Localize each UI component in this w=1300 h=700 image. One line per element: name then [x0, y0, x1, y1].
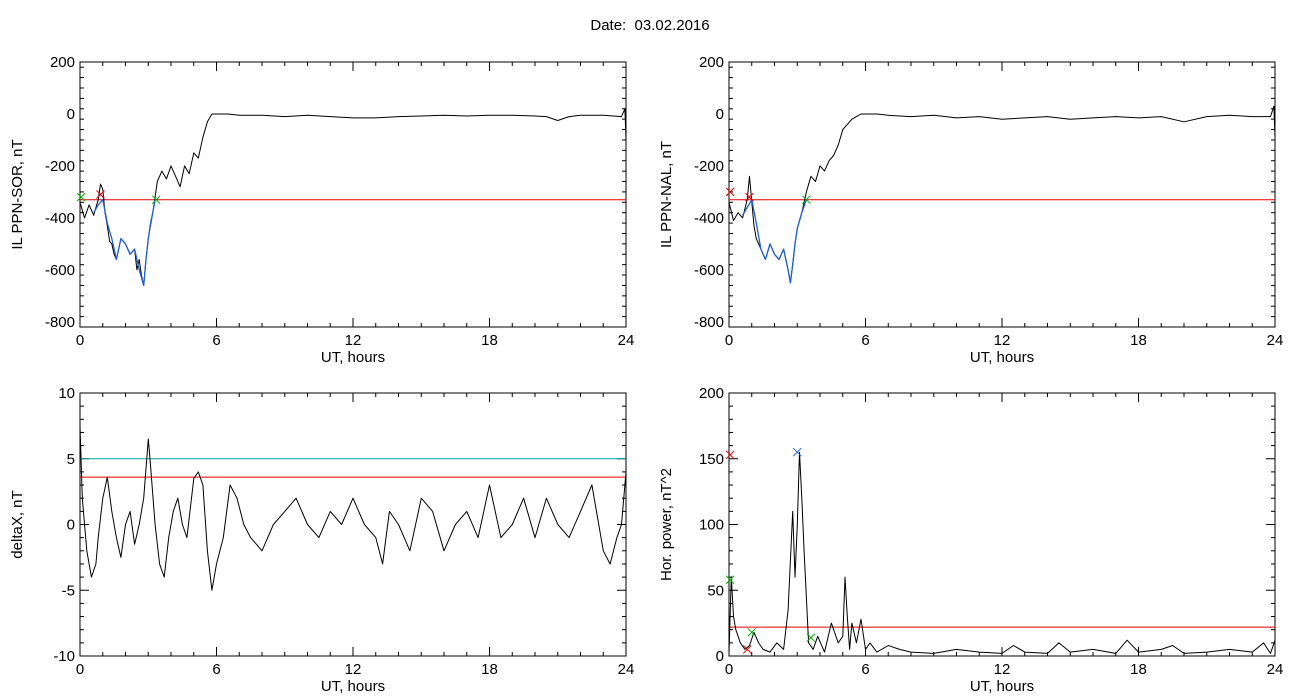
y-tick-label: -400: [45, 210, 75, 227]
y-tick-label: -200: [694, 158, 724, 175]
x-marker: [745, 192, 754, 202]
x-tick-label: 6: [861, 661, 869, 678]
plot-frame: [728, 392, 1276, 657]
x-tick-label: 12: [994, 661, 1011, 678]
y-tick-label: -200: [45, 158, 75, 175]
x-tick-label: 12: [345, 661, 362, 678]
highlight-series-line: [742, 199, 808, 284]
x-tick-label: 18: [1130, 332, 1147, 349]
y-tick-label: 5: [67, 451, 75, 468]
data-series-line: [728, 105, 1276, 284]
y-tick-label: -600: [45, 262, 75, 279]
x-marker-stroke: [151, 195, 161, 205]
y-tick-label: 150: [699, 451, 724, 468]
panel-top-right: 0 6 12 18 24 200 0 -200 -400 -600 -800 UT, hours IL …: [658, 54, 1283, 366]
highlight-series-line: [93, 199, 156, 287]
panel-bottom-left: 0 6 12 18 24 10 5 0 -5 -10 UT, hours deltaX, nT: [9, 385, 634, 695]
x-marker-stroke: [747, 627, 757, 637]
x-axis-label: UT, hours: [321, 349, 385, 366]
data-series-line: [728, 451, 1276, 654]
plot-frame: [79, 392, 627, 657]
y-axis-label: IL PPN-SOR, nT: [9, 139, 26, 249]
x-marker-stroke: [76, 192, 86, 202]
y-tick-label: 50: [707, 582, 724, 599]
y-tick-label: -10: [53, 648, 75, 665]
y-tick-label: 0: [67, 106, 75, 123]
y-tick-label: 10: [58, 385, 75, 402]
x-tick-label: 18: [481, 661, 498, 678]
y-axis-label: deltaX, nT: [9, 490, 26, 558]
panel-top-left: 0 6 12 18 24 200 0 -200 -400 -600 -800 UT, hours IL …: [9, 54, 634, 366]
y-tick-label: 0: [67, 517, 75, 534]
x-axis-label: UT, hours: [321, 678, 385, 695]
x-marker: [76, 192, 86, 202]
x-marker: [151, 195, 161, 205]
y-tick-label: -400: [694, 210, 724, 227]
x-tick-label: 24: [618, 661, 635, 678]
y-tick-label: -600: [694, 262, 724, 279]
x-marker: [742, 645, 752, 654]
x-marker-stroke: [742, 645, 752, 654]
x-tick-label: 6: [212, 332, 220, 349]
x-tick-label: 18: [1130, 661, 1147, 678]
y-tick-label: -5: [62, 582, 75, 599]
x-marker-stroke: [725, 187, 735, 197]
x-marker: [725, 187, 735, 197]
x-tick-label: 24: [1267, 661, 1284, 678]
x-tick-label: 12: [345, 332, 362, 349]
page-title: Date: 03.02.2016: [590, 17, 710, 34]
x-marker: [725, 575, 735, 585]
x-marker-stroke: [801, 195, 811, 205]
x-tick-label: 0: [725, 332, 733, 349]
plot-frame: [79, 61, 627, 328]
panel-bottom-right: 0 6 12 18 24 200 150 100 50 0 UT, hours Hor. power,…: [658, 385, 1283, 695]
x-marker-stroke: [745, 192, 754, 202]
y-axis-label: Hor. power, nT^2: [658, 468, 675, 581]
x-marker-stroke: [725, 575, 735, 585]
x-marker: [747, 627, 757, 637]
plot-frame: [728, 61, 1276, 328]
y-tick-label: 0: [716, 106, 724, 123]
y-tick-label: 0: [716, 648, 724, 665]
y-tick-label: 200: [699, 54, 724, 71]
x-axis-label: UT, hours: [970, 349, 1034, 366]
y-tick-label: -800: [694, 314, 724, 331]
x-tick-label: 24: [1267, 332, 1284, 349]
x-marker: [801, 195, 811, 205]
data-series-line: [79, 425, 627, 591]
x-marker: [96, 190, 105, 199]
y-axis-label: IL PPN-NAL, nT: [658, 141, 675, 248]
y-tick-label: -800: [45, 314, 75, 331]
y-tick-label: 200: [699, 385, 724, 402]
x-marker: [725, 450, 735, 460]
y-tick-label: 100: [699, 517, 724, 534]
data-series-line: [79, 108, 627, 286]
x-tick-label: 18: [481, 332, 498, 349]
x-marker-stroke: [806, 633, 816, 642]
x-axis-label: UT, hours: [970, 678, 1034, 695]
x-marker-stroke: [792, 447, 802, 457]
x-marker: [806, 633, 816, 642]
x-tick-label: 0: [725, 661, 733, 678]
x-tick-label: 6: [861, 332, 869, 349]
x-tick-label: 0: [76, 661, 84, 678]
x-tick-label: 0: [76, 332, 84, 349]
x-tick-label: 12: [994, 332, 1011, 349]
x-tick-label: 24: [618, 332, 635, 349]
x-marker-stroke: [725, 450, 735, 460]
x-marker-stroke: [96, 190, 105, 199]
x-marker: [792, 447, 802, 457]
y-tick-label: 200: [50, 54, 75, 71]
x-tick-label: 6: [212, 661, 220, 678]
